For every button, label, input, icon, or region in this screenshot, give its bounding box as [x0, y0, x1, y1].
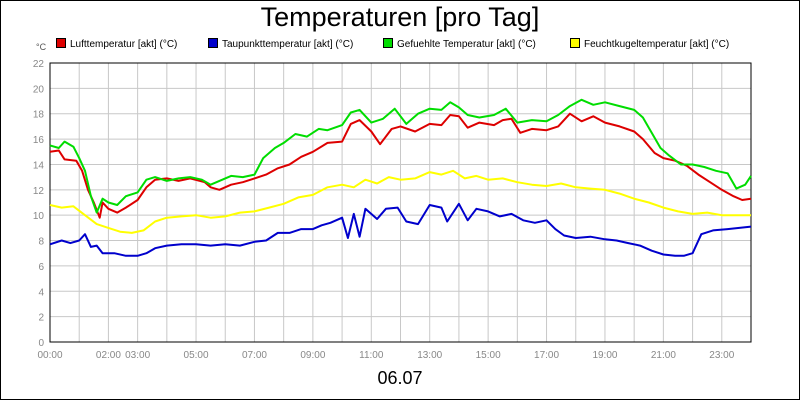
plot-border	[49, 62, 752, 343]
x-tick-label: 21:00	[651, 350, 676, 361]
y-tick-label: 18	[33, 110, 45, 121]
series-line-1	[49, 202, 752, 257]
legend-swatch-red	[56, 38, 66, 48]
y-tick-label: 8	[38, 237, 44, 248]
legend-label: Gefuehlte Temperatur [akt] (°C)	[397, 39, 536, 50]
legend-item-taupunkttemperatur: Taupunkttemperatur [akt] (°C)	[208, 38, 353, 50]
y-tick-label: 16	[33, 135, 45, 146]
legend-item-lufttemperatur: Lufttemperatur [akt] (°C)	[56, 38, 177, 50]
series-line-0	[49, 112, 752, 219]
x-tick-label: 03:00	[125, 350, 150, 361]
legend-label: Feuchtkugeltemperatur [akt] (°C)	[584, 39, 730, 50]
legend-swatch-yellow	[570, 38, 580, 48]
x-tick-label: 15:00	[476, 350, 501, 361]
date-label: 06.07	[377, 368, 423, 388]
series-line-2	[49, 98, 752, 214]
legend-label: Lufttemperatur [akt] (°C)	[70, 39, 178, 50]
x-tick-label: 02:00	[96, 350, 121, 361]
x-tick-label: 11:00	[359, 350, 384, 361]
y-tick-label: 4	[38, 287, 44, 298]
x-tick-label: 07:00	[242, 350, 267, 361]
y-tick-label: 22	[33, 59, 45, 70]
y-axis-unit-label: °C	[36, 42, 47, 52]
y-tick-label: 14	[33, 160, 45, 171]
legend-item-feuchtkugeltemperatur: Feuchtkugeltemperatur [akt] (°C)	[570, 38, 729, 50]
x-tick-label: 17:00	[534, 350, 559, 361]
x-tick-label: 19:00	[592, 350, 617, 361]
y-tick-label: 6	[38, 262, 44, 273]
x-tick-label: 09:00	[300, 350, 325, 361]
y-tick-label: 12	[33, 186, 45, 197]
series-line-3	[49, 169, 751, 234]
legend-swatch-green	[383, 38, 393, 48]
y-tick-label: 2	[38, 313, 44, 324]
x-tick-label: 00:00	[37, 350, 62, 361]
legend-item-gefuehlte-temperatur: Gefuehlte Temperatur [akt] (°C)	[383, 38, 536, 50]
chart-title: Temperaturen [pro Tag]	[260, 2, 540, 32]
y-tick-label: 10	[33, 211, 45, 222]
legend-swatch-blue	[208, 38, 218, 48]
x-tick-label: 13:00	[417, 350, 442, 361]
y-tick-label: 0	[38, 338, 44, 349]
legend-label: Taupunkttemperatur [akt] (°C)	[222, 39, 354, 50]
x-tick-label: 05:00	[184, 350, 209, 361]
x-tick-label: 23:00	[709, 350, 734, 361]
y-tick-label: 20	[33, 84, 45, 95]
